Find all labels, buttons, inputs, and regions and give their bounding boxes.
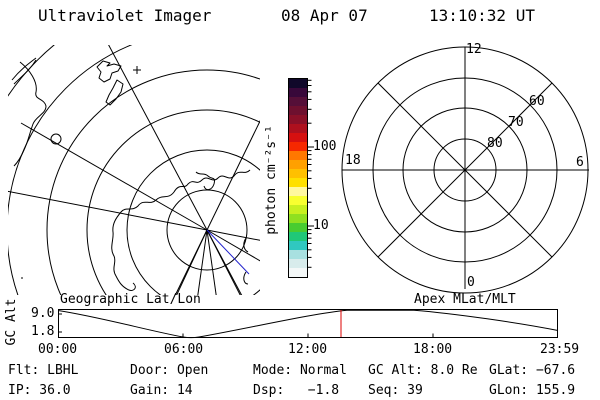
colorbar-band	[289, 268, 307, 277]
colorbar-label: photon cm⁻²s⁻¹	[264, 125, 279, 235]
colorbar-band	[289, 187, 307, 196]
colorbar-band	[289, 79, 307, 88]
meridian-lines	[8, 45, 260, 295]
colorbar-band	[289, 169, 307, 178]
page-title: Ultraviolet Imager	[38, 6, 212, 25]
xtick-0000: 00:00	[38, 342, 78, 357]
colorbar-band	[289, 133, 307, 142]
colorbar-band	[289, 241, 307, 250]
gc-alt-curve	[58, 309, 559, 339]
gc-alt-axis-label: GC Alt	[4, 298, 19, 346]
colorbar-band	[289, 106, 307, 115]
status-door: Door: Open	[130, 363, 209, 378]
ring-label-80: 80	[487, 136, 503, 151]
status-flt: Flt: LBHL	[8, 363, 79, 378]
mlt-label-12: 12	[466, 42, 482, 57]
map-marker-icon	[133, 66, 141, 74]
colorbar-band	[289, 160, 307, 169]
status-seq: Seq: 39	[368, 383, 423, 398]
colorbar-band	[289, 196, 307, 205]
date-label: 08 Apr 07	[281, 6, 368, 25]
status-glon: GLon: 155.9	[489, 383, 576, 398]
colorbar-band	[289, 88, 307, 97]
colorbar-band	[289, 142, 307, 151]
colorbar-band	[289, 214, 307, 223]
colorbar-band	[289, 97, 307, 106]
apex-polar-grid	[341, 46, 589, 294]
geographic-map	[8, 45, 260, 295]
mlt-label-0: 0	[467, 275, 475, 290]
coastlines	[11, 57, 251, 291]
colorbar-band	[289, 232, 307, 241]
status-gain: Gain: 14	[130, 383, 193, 398]
colorbar	[288, 78, 308, 278]
status-gc-alt: GC Alt: 8.0 Re	[368, 363, 478, 378]
status-glat: GLat: −67.6	[489, 363, 576, 378]
gc-alt-strip-chart	[58, 309, 559, 339]
ring-label-60: 60	[529, 94, 545, 109]
latitude-circles	[8, 45, 260, 295]
colorbar-band	[289, 205, 307, 214]
status-dsp: Dsp: −1.8	[253, 383, 340, 398]
axis-ticks	[58, 313, 434, 338]
colorbar-tick-10: 10	[313, 218, 329, 233]
status-mode: Mode: Normal	[253, 363, 347, 378]
mlt-label-18: 18	[345, 153, 361, 168]
colorbar-band	[289, 115, 307, 124]
colorbar-band	[289, 151, 307, 160]
ytick-1-8: 1.8	[31, 324, 55, 339]
polar-plot-title: Apex MLat/MLT	[414, 292, 516, 307]
xtick-2359: 23:59	[540, 342, 580, 357]
colorbar-band	[289, 250, 307, 259]
colorbar-band	[289, 259, 307, 268]
colorbar-band	[289, 223, 307, 232]
spacecraft-ground-track	[206, 229, 250, 275]
xtick-1200: 12:00	[288, 342, 328, 357]
mlt-label-6: 6	[576, 155, 584, 170]
colorbar-tick-100: 100	[313, 139, 337, 154]
geo-map-title: Geographic Lat/Lon	[60, 292, 201, 307]
ring-label-70: 70	[508, 115, 524, 130]
xtick-1800: 18:00	[413, 342, 453, 357]
ytick-9: 9.0	[31, 306, 55, 321]
colorbar-band	[289, 124, 307, 133]
status-ip: IP: 36.0	[8, 383, 71, 398]
colorbar-band	[289, 178, 307, 187]
time-label: 13:10:32 UT	[429, 6, 535, 25]
colorbar-ticks	[308, 79, 314, 268]
xtick-0600: 06:00	[164, 342, 204, 357]
